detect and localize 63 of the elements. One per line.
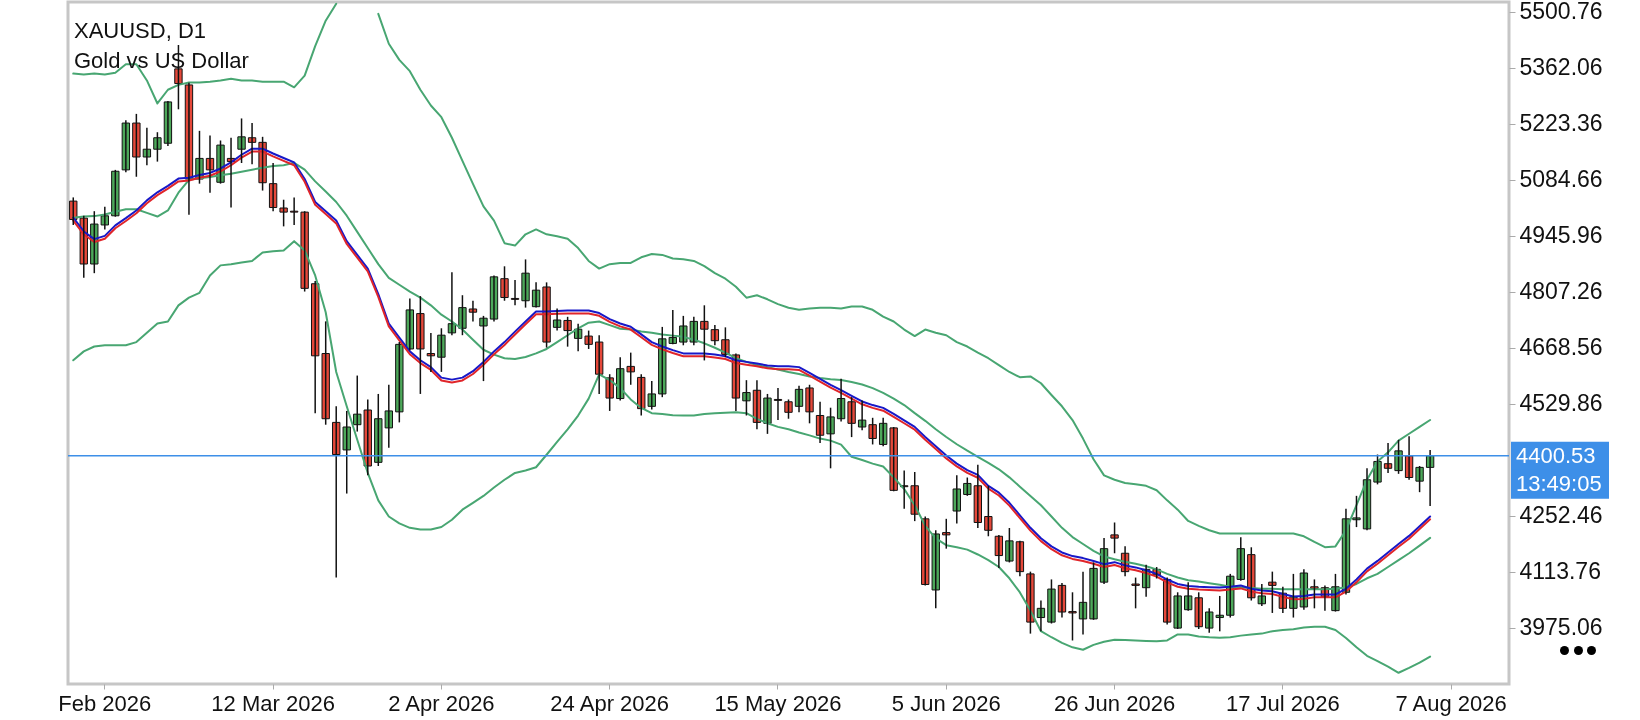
x-tick-label: 15 May 2026 <box>714 690 842 716</box>
x-tick-label: 12 Mar 2026 <box>211 690 335 716</box>
y-tick-label: 4529.86 <box>1519 390 1603 417</box>
candlestick <box>500 265 509 302</box>
candlestick <box>521 258 530 309</box>
candlestick <box>479 315 488 382</box>
ref-line-label: 4400.53 <box>1516 442 1596 468</box>
candlestick <box>1268 570 1277 614</box>
candlestick <box>237 117 246 164</box>
candlestick <box>416 295 425 395</box>
candlestick <box>1131 576 1140 610</box>
y-tick-label: 5223.36 <box>1519 110 1603 137</box>
candlestick <box>279 198 288 228</box>
candlestick <box>1173 591 1182 630</box>
line-series <box>72 240 1432 674</box>
x-tick-label: 17 Jul 2026 <box>1225 690 1340 716</box>
candlestick <box>300 210 309 293</box>
y-tick-label: 5362.06 <box>1519 54 1603 81</box>
y-tick-label: 4668.56 <box>1519 334 1603 361</box>
candlestick <box>1394 439 1403 475</box>
candlestick <box>584 329 593 350</box>
candlestick <box>784 398 793 420</box>
candlestick <box>1068 591 1077 642</box>
y-tick-label: 4252.46 <box>1519 502 1603 529</box>
x-tick-label: Feb 2026 <box>58 690 152 716</box>
candlestick <box>742 379 751 417</box>
text: 13:49:05 <box>1516 470 1602 496</box>
candlestick <box>1005 527 1014 564</box>
y-tick-label: 4807.26 <box>1519 278 1603 305</box>
candlestick <box>1047 578 1056 625</box>
candlestick <box>563 316 572 348</box>
candlestick <box>1110 521 1119 555</box>
candlestick <box>458 294 467 336</box>
y-tick-label: 3975.06 <box>1519 614 1603 641</box>
y-tick-label: 5084.66 <box>1519 166 1603 193</box>
candlestick <box>889 426 898 493</box>
candlestick <box>700 304 709 362</box>
y-tick-label: 4945.96 <box>1519 222 1603 249</box>
text: XAUUSD, D1 <box>74 17 207 43</box>
candlestick <box>868 417 877 446</box>
x-tick-label: 2 Apr 2026 <box>388 690 495 716</box>
candlestick <box>1415 465 1424 493</box>
candlestick <box>1352 495 1361 528</box>
candlestick <box>826 406 835 470</box>
candlestick <box>984 485 993 538</box>
x-tick-label: 26 Jun 2026 <box>1054 690 1176 716</box>
y-tick-label: 5500.76 <box>1519 0 1603 24</box>
candlestick <box>805 384 814 425</box>
x-tick-label: 5 Jun 2026 <box>891 690 1001 716</box>
candlestick <box>395 341 404 424</box>
candlestick <box>153 131 162 163</box>
candlestick <box>1089 561 1098 621</box>
candlestick <box>942 518 951 550</box>
candlestick <box>111 169 120 218</box>
candlestick <box>763 393 772 435</box>
y-tick-label: 4113.76 <box>1519 558 1601 585</box>
candlestick <box>847 396 856 438</box>
x-tick-label: 24 Apr 2026 <box>550 690 670 716</box>
candlestick <box>542 281 551 349</box>
x-tick-label: 7 Aug 2026 <box>1395 690 1507 716</box>
candlestick <box>132 113 141 178</box>
candlestick <box>437 327 446 373</box>
candlestick <box>679 315 688 347</box>
